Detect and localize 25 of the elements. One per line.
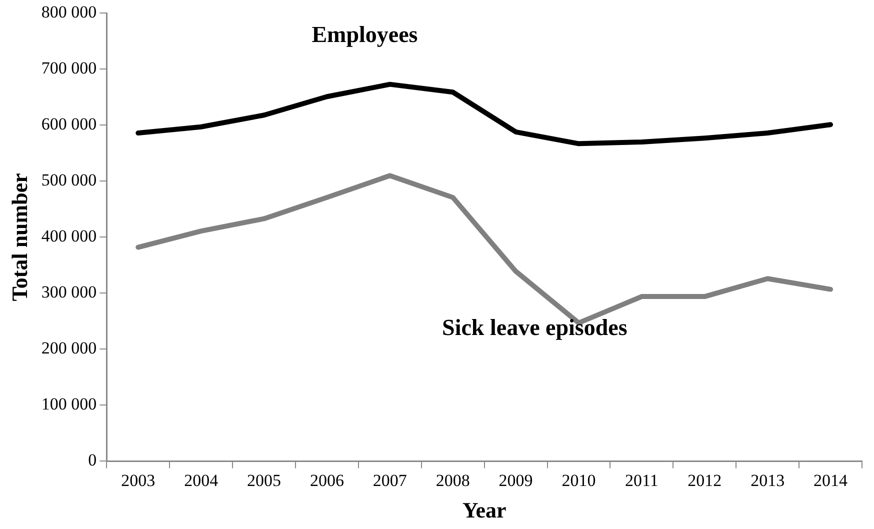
x-tick-label: 2007: [372, 470, 408, 490]
x-tick-label: 2004: [184, 470, 219, 490]
y-tick-label: 500 000: [41, 170, 97, 190]
x-tick-label: 2005: [247, 470, 282, 490]
x-tick-label: 2010: [562, 470, 596, 490]
x-tick-label: 2013: [750, 470, 785, 490]
series-label: Employees: [312, 22, 418, 47]
y-tick-label: 100 000: [41, 394, 97, 414]
y-axis-title: Total number: [6, 172, 32, 302]
y-tick-label: 800 000: [41, 2, 97, 22]
x-tick-label: 2003: [121, 470, 156, 490]
y-tick-label: 300 000: [41, 282, 97, 302]
y-tick-label: 0: [88, 450, 97, 470]
x-tick-label: 2014: [814, 470, 848, 490]
y-tick-label: 700 000: [41, 58, 97, 78]
y-tick-label: 200 000: [41, 338, 97, 358]
x-axis-title: Year: [462, 497, 507, 522]
x-tick-label: 2011: [625, 470, 658, 490]
y-tick-label: 400 000: [41, 226, 97, 246]
series-label: Sick leave episodes: [442, 314, 628, 340]
x-tick-label: 2009: [498, 470, 533, 490]
x-tick-label: 2012: [688, 470, 722, 490]
y-tick-label: 600 000: [41, 114, 97, 134]
x-tick-label: 2006: [310, 470, 344, 490]
x-tick-label: 2008: [436, 470, 470, 490]
